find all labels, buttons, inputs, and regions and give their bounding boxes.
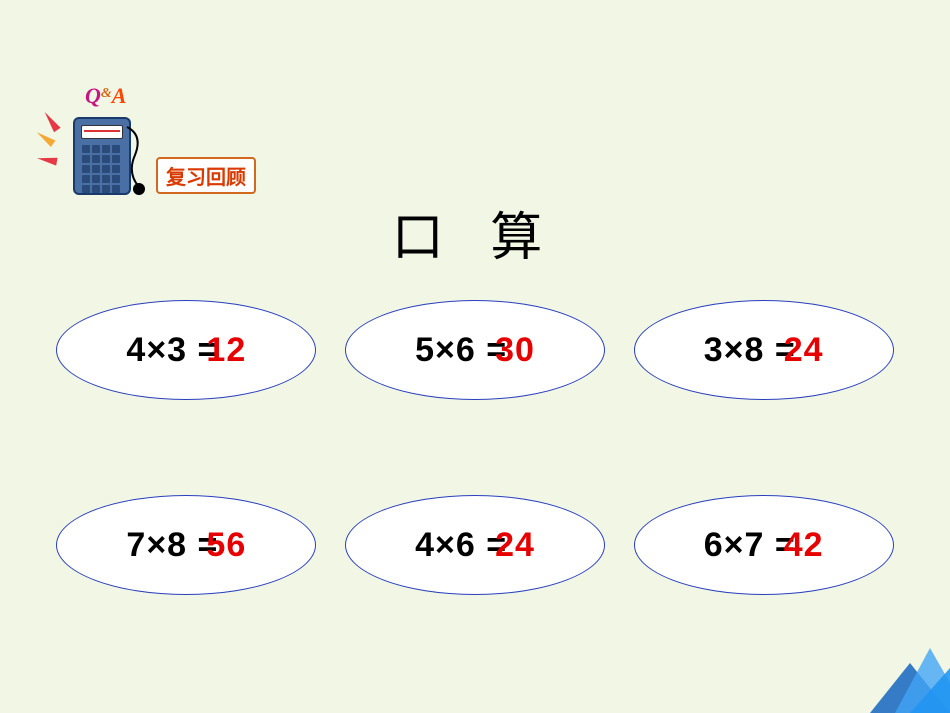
page-title: 口 算 xyxy=(392,195,558,270)
equation-lhs: 4×6 = xyxy=(415,526,507,564)
qa-bubble-icon: Q&A xyxy=(85,83,126,109)
equation-answer: 30 xyxy=(495,331,535,369)
problem-pill: 4×3 =12 xyxy=(56,300,316,400)
problem-grid: 4×3 =12 5×6 =30 3×8 =24 7×8 =56 4×6 =24 … xyxy=(0,300,950,595)
calculator-body-icon xyxy=(73,117,131,195)
equation: 5×6 =30 xyxy=(415,331,535,370)
equation: 6×7 =42 xyxy=(704,526,824,565)
bomb-wire-icon xyxy=(125,125,155,195)
equation-answer: 24 xyxy=(495,526,535,564)
equation: 4×6 =24 xyxy=(415,526,535,565)
problem-pill: 3×8 =24 xyxy=(634,300,894,400)
problem-pill: 7×8 =56 xyxy=(56,495,316,595)
equation: 3×8 =24 xyxy=(704,331,824,370)
equation-answer: 56 xyxy=(206,526,246,564)
equation-lhs: 3×8 = xyxy=(704,331,796,369)
equation-lhs: 6×7 = xyxy=(704,526,796,564)
equation-lhs: 7×8 = xyxy=(126,526,218,564)
review-header: Q&A 复习回顾 xyxy=(65,95,256,205)
review-label: 复习回顾 xyxy=(156,157,256,194)
calculator-icon: Q&A xyxy=(65,95,150,205)
equation-lhs: 5×6 = xyxy=(415,331,507,369)
problem-pill: 6×7 =42 xyxy=(634,495,894,595)
equation-answer: 12 xyxy=(206,331,246,369)
problem-pill: 4×6 =24 xyxy=(345,495,605,595)
equation: 7×8 =56 xyxy=(126,526,246,565)
equation-answer: 24 xyxy=(784,331,824,369)
problem-pill: 5×6 =30 xyxy=(345,300,605,400)
equation-lhs: 4×3 = xyxy=(126,331,218,369)
equation-answer: 42 xyxy=(784,526,824,564)
equation: 4×3 =12 xyxy=(126,331,246,370)
corner-decoration-icon xyxy=(840,643,950,713)
